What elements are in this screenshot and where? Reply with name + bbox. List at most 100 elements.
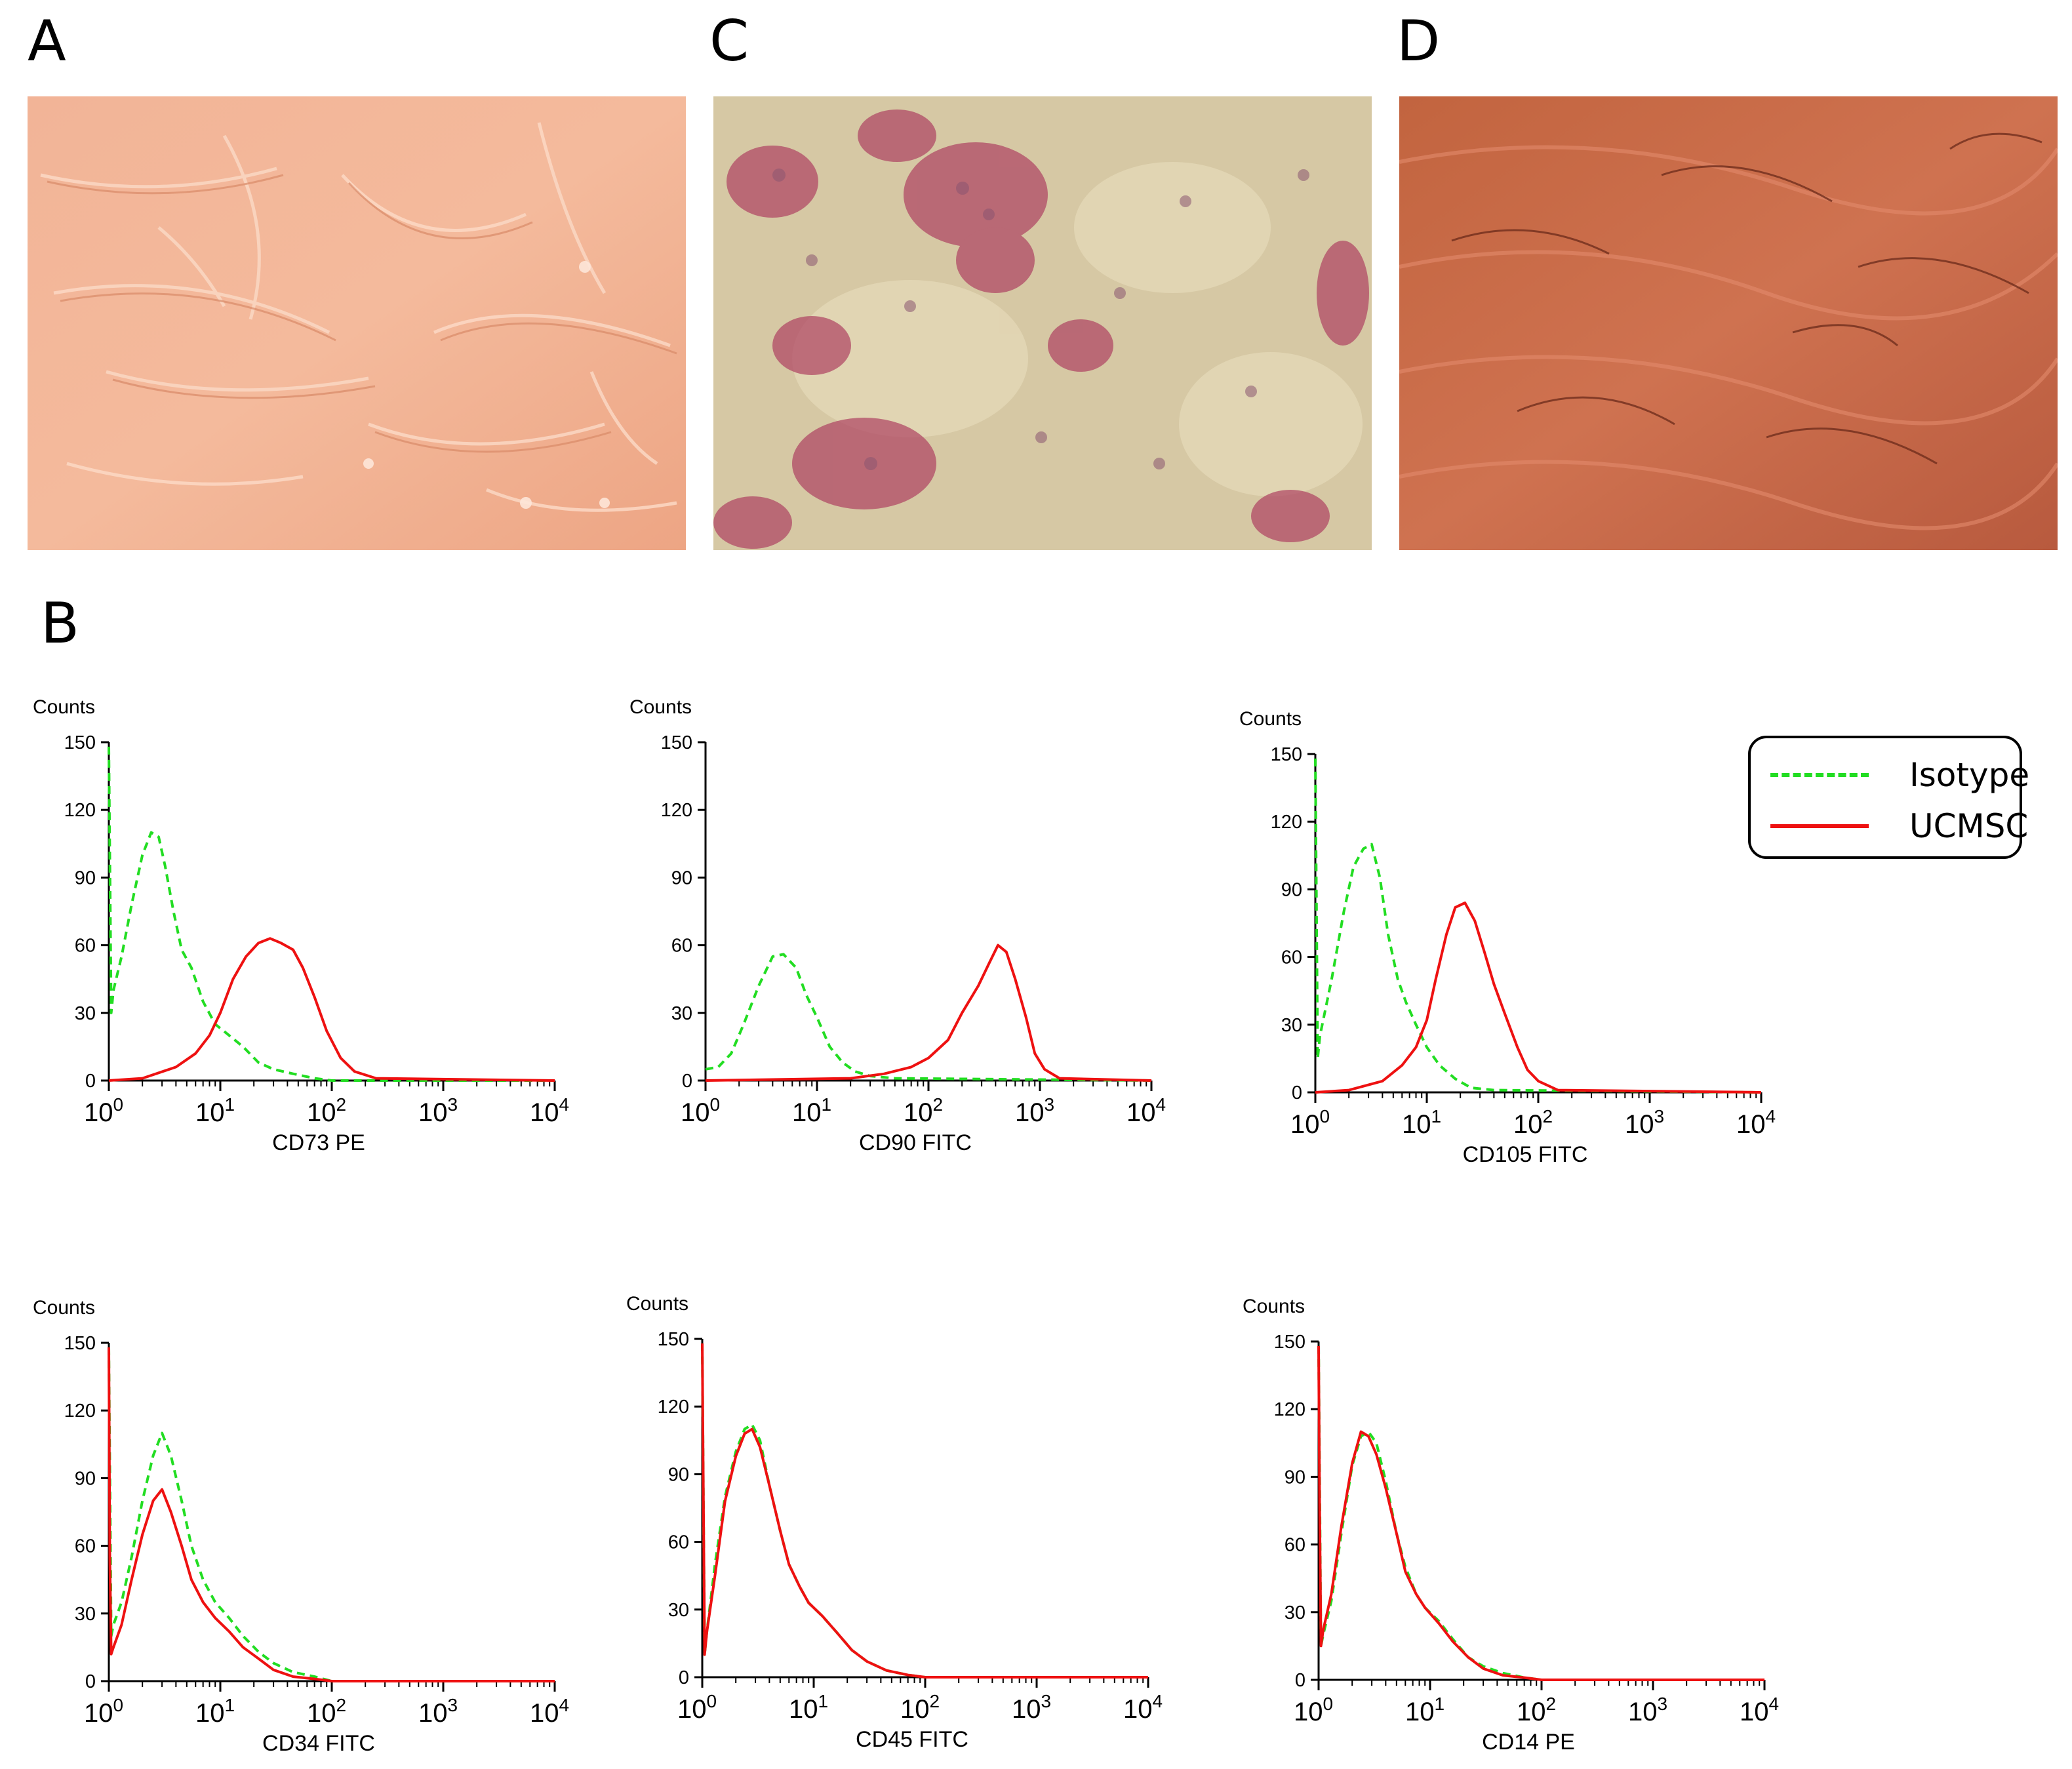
chart0-xlabel: CD73 PE (272, 1130, 365, 1155)
chart1-xtick-label: 103 (1015, 1094, 1054, 1127)
legend-label-ucmsc: UCMSC (1909, 807, 2029, 845)
chart4-ytick-label: 120 (658, 1397, 689, 1418)
chart3-xtick-label: 102 (307, 1695, 346, 1728)
chart2-ylabel: Counts (1239, 708, 1302, 730)
chart4-series-ucmsc (701, 1343, 1148, 1679)
chart3-xlabel: CD34 FITC (262, 1731, 375, 1756)
chart5-ytick-label: 0 (1295, 1670, 1305, 1691)
chart2-ytick-label: 30 (1281, 1015, 1302, 1036)
chart2-series-isotype (1314, 758, 1762, 1094)
chart1-series-isotype (705, 953, 1152, 1082)
chart5-ytick-label: 120 (1274, 1399, 1305, 1420)
chart3-xtick-label: 100 (84, 1695, 123, 1728)
chart4-xtick-label: 101 (789, 1691, 828, 1724)
chart5-ylabel: Counts (1243, 1296, 1305, 1317)
chart5-xlabel: CD14 PE (1482, 1730, 1575, 1755)
chart1-ytick-label: 0 (682, 1071, 692, 1092)
chart0-ytick-label: 150 (64, 732, 96, 753)
chart4-xtick-label: 100 (677, 1691, 717, 1724)
chart1-ytick-label: 120 (661, 800, 692, 821)
chart2-xtick-label: 104 (1736, 1106, 1776, 1139)
chart5-ytick-label: 60 (1285, 1535, 1305, 1556)
chart2-ytick-label: 90 (1281, 879, 1302, 900)
panel-label-b: B (41, 591, 79, 656)
histogram-cd90: Counts 150 120 90 60 30 0 100 101 102 103 104 CD90 F… (623, 695, 1166, 1155)
histogram-cd14: Counts 150 120 90 60 30 0 100 101 102 103 104 CD14 P… (1236, 1294, 1779, 1755)
chart3-ytick-label: 150 (64, 1333, 96, 1354)
chart5-ytick-label: 30 (1285, 1602, 1305, 1623)
chart1-xtick-label: 101 (792, 1094, 831, 1127)
chart4-series-isotype (701, 1343, 1148, 1679)
chart4-xtick-label: 102 (900, 1691, 940, 1724)
chart4-ytick-label: 90 (668, 1464, 689, 1485)
histogram-cd45-svg: Counts 150 120 90 60 30 0 100 101 102 103 104 CD45 F… (626, 1293, 1163, 1752)
chart2-xtick-label: 101 (1402, 1106, 1441, 1139)
chart0-xtick-label: 103 (418, 1094, 458, 1127)
legend-swatch-ucmsc (1770, 824, 1869, 828)
chart2-xtick-label: 103 (1625, 1106, 1664, 1139)
chart3-xtick-label: 104 (530, 1695, 569, 1728)
histogram-cd34-svg: Counts 150 120 90 60 30 0 100 101 102 103 104 CD34 F… (33, 1297, 569, 1756)
chart1-xtick-label: 104 (1126, 1094, 1166, 1127)
chart3-ytick-label: 0 (85, 1671, 96, 1692)
chart5-series-isotype (1317, 1345, 1764, 1681)
chart4-xlabel: CD45 FITC (856, 1727, 968, 1752)
chart-legend: Isotype UCMSC (1748, 736, 2029, 859)
chart5-xtick-label: 103 (1628, 1694, 1667, 1726)
chart0-xtick-label: 102 (307, 1094, 346, 1127)
chart4-ytick-label: 0 (679, 1667, 689, 1688)
chart0-ytick-label: 30 (75, 1003, 96, 1024)
chart0-xtick-label: 100 (84, 1094, 123, 1127)
chart0-ylabel: Counts (33, 696, 95, 718)
chart2-ytick-label: 0 (1292, 1083, 1302, 1103)
chart2-series-ucmsc (1315, 902, 1762, 1094)
chart1-series-ucmsc (705, 944, 1152, 1082)
legend-label-isotype: Isotype (1909, 756, 2030, 794)
chart5-ytick-label: 150 (1274, 1332, 1305, 1353)
chart0-ytick-label: 90 (75, 867, 96, 888)
chart2-xtick-label: 100 (1290, 1106, 1330, 1139)
histogram-cd105: Counts 150 120 90 60 30 0 100 101 102 103 104 CD105 … (1233, 707, 1776, 1167)
chart2-ytick-label: 150 (1271, 744, 1302, 765)
chart1-xtick-label: 102 (904, 1094, 943, 1127)
chart4-ytick-label: 30 (668, 1600, 689, 1621)
chart2-xtick-label: 102 (1513, 1106, 1553, 1139)
micrograph-a (28, 96, 686, 550)
histogram-cd105-svg: Counts 150 120 90 60 30 0 100 101 102 103 104 CD105 … (1239, 708, 1776, 1167)
micrograph-c (713, 96, 1372, 550)
chart1-ytick-label: 60 (671, 936, 692, 957)
chart4-xtick-label: 103 (1012, 1691, 1051, 1724)
chart0-xtick-label: 101 (195, 1094, 235, 1127)
chart5-xtick-label: 100 (1294, 1694, 1333, 1726)
chart3-ytick-label: 60 (75, 1536, 96, 1557)
chart0-xtick-label: 104 (530, 1094, 569, 1127)
histogram-cd45: Counts 150 120 90 60 30 0 100 101 102 103 104 CD45 F… (620, 1292, 1163, 1752)
chart3-ytick-label: 90 (75, 1468, 96, 1489)
chart3-ytick-label: 120 (64, 1401, 96, 1421)
chart3-xtick-label: 103 (418, 1695, 458, 1728)
chart1-ytick-label: 150 (661, 732, 692, 753)
chart4-ytick-label: 60 (668, 1532, 689, 1553)
chart4-xtick-label: 104 (1123, 1691, 1163, 1724)
chart2-xlabel: CD105 FITC (1463, 1142, 1588, 1167)
histogram-cd34: Counts 150 120 90 60 30 0 100 101 102 103 104 CD34 F… (26, 1296, 569, 1756)
chart3-series-ucmsc (108, 1347, 555, 1682)
chart4-ytick-label: 150 (658, 1329, 689, 1350)
chart3-xtick-label: 101 (195, 1695, 235, 1728)
chart0-series-isotype (108, 746, 555, 1082)
panel-label-c: C (709, 9, 749, 74)
chart2-ytick-label: 120 (1271, 812, 1302, 833)
chart3-ytick-label: 30 (75, 1604, 96, 1625)
chart0-ytick-label: 60 (75, 936, 96, 957)
panel-label-d: D (1397, 9, 1441, 74)
chart1-xtick-label: 100 (681, 1094, 720, 1127)
chart5-xtick-label: 102 (1517, 1694, 1556, 1726)
chart0-ytick-label: 120 (64, 800, 96, 821)
histogram-cd73: Counts 150 120 90 60 30 0 100 101 102 103 104 CD73 P… (26, 695, 569, 1155)
legend-item-ucmsc: UCMSC (1770, 806, 2028, 846)
chart5-series-ucmsc (1317, 1345, 1764, 1681)
chart1-xlabel: CD90 FITC (859, 1130, 972, 1155)
chart4-ylabel: Counts (626, 1293, 688, 1315)
